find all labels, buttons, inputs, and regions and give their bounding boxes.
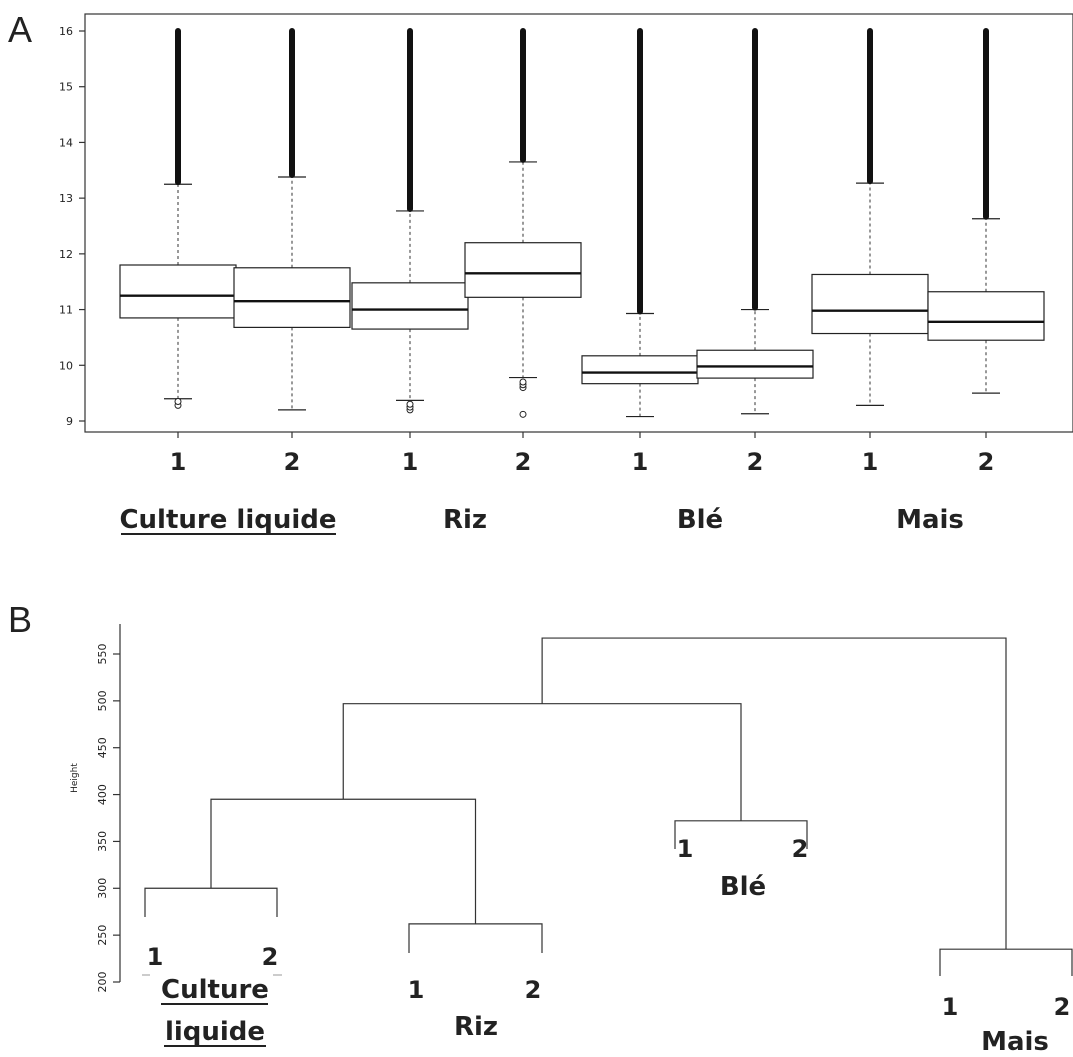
- x-tick-label-mais-2: 2: [978, 448, 995, 476]
- y-tick-label-15: 15: [59, 81, 73, 94]
- dendro-label-riz: Riz: [454, 1012, 498, 1042]
- x-tick-label-blé-1: 1: [632, 448, 649, 476]
- box-culture-liquide-2: [233, 267, 351, 328]
- box-mais-1: [811, 273, 929, 335]
- dendro-y-tick-label-450: 450: [96, 737, 109, 758]
- dendro-merge-root: [541, 637, 1007, 950]
- y-tick-label-16: 16: [59, 25, 73, 38]
- group-label-mais: Mais: [896, 505, 964, 535]
- x-tick-label-riz-1: 1: [402, 448, 419, 476]
- dendro-label-mais: Mais: [981, 1027, 1049, 1057]
- dendro-label-liquide: liquide: [165, 1017, 265, 1047]
- dendro-cluster-riz: [408, 923, 543, 953]
- dendro-y-tick-label-350: 350: [96, 831, 109, 852]
- leaf-label-riz-1: 1: [408, 976, 425, 1004]
- leaf-label-ble-1: 1: [677, 835, 694, 863]
- x-tick-label-mais-1: 1: [862, 448, 879, 476]
- leaf-label-riz-2: 2: [525, 976, 542, 1004]
- box-riz-2: [464, 242, 582, 298]
- y-tick-label-13: 13: [59, 192, 73, 205]
- boxplot-x-labels: 1 2 1 2 1 2 1 2: [170, 432, 995, 476]
- boxplot-y-axis: 9 10 11 12 13 14 15 16: [59, 25, 85, 428]
- leaf-label-mais-2: 2: [1054, 993, 1071, 1021]
- dendrogram-y-label: Height: [70, 763, 80, 793]
- y-tick-label-10: 10: [59, 359, 73, 372]
- dendro-merge-culture-riz: [210, 798, 477, 924]
- dendro-y-tick-label-500: 500: [96, 690, 109, 711]
- boxplot-boxes: [119, 28, 1045, 418]
- boxplot-frame: [84, 13, 1073, 433]
- group-label-riz: Riz: [443, 505, 487, 535]
- group-label-ble: Blé: [677, 505, 723, 535]
- x-tick-label-culture-liquide-1: 1: [170, 448, 187, 476]
- box-culture-liquide-1: [119, 264, 237, 319]
- dendro-label-culture: Culture: [161, 975, 269, 1005]
- box-blé-2: [696, 349, 814, 379]
- dendro-y-tick-label-250: 250: [96, 925, 109, 946]
- outlier-low-riz-1-2: [406, 400, 414, 408]
- box-riz-1: [351, 282, 469, 330]
- box-mais-2: [927, 291, 1045, 341]
- dendrogram-branches: [144, 637, 1073, 976]
- dendro-y-tick-label-200: 200: [96, 972, 109, 993]
- dendro-y-tick-label-400: 400: [96, 784, 109, 805]
- x-tick-label-culture-liquide-2: 2: [284, 448, 301, 476]
- x-tick-label-blé-2: 2: [747, 448, 764, 476]
- dendrogram-panel: 200 250 300 350 400 450 500 550 Height 1 2 Cult…: [70, 624, 1073, 1057]
- dendro-y-tick-label-300: 300: [96, 878, 109, 899]
- leaf-label-ble-2: 2: [792, 835, 809, 863]
- dendro-y-tick-label-550: 550: [96, 644, 109, 665]
- dendro-cluster-blé: [674, 820, 808, 849]
- dendro-cluster-culture-liquide: [144, 887, 278, 917]
- leaf-label-mais-1: 1: [942, 993, 959, 1021]
- dendrogram-y-axis: 200 250 300 350 400 450 500 550: [96, 644, 120, 993]
- panel-b-letter: B: [8, 599, 32, 640]
- y-tick-label-12: 12: [59, 248, 73, 261]
- x-tick-label-riz-2: 2: [515, 448, 532, 476]
- leaf-label-culture-1: 1: [147, 943, 164, 971]
- dendro-label-ble: Blé: [720, 872, 766, 902]
- dendro-cluster-mais: [939, 948, 1073, 976]
- box-blé-1: [581, 355, 699, 385]
- dendro-merge-with-ble: [342, 703, 742, 821]
- panel-a-letter: A: [8, 9, 32, 50]
- leaf-label-culture-2: 2: [262, 943, 279, 971]
- outlier-low-riz-2-0: [519, 410, 527, 418]
- y-tick-label-14: 14: [59, 136, 73, 149]
- y-tick-label-11: 11: [59, 304, 73, 317]
- outlier-low-culture-liquide-1-1: [174, 398, 182, 405]
- group-label-culture-liquide: Culture liquide: [119, 505, 336, 535]
- y-tick-label-9: 9: [66, 415, 73, 428]
- outlier-low-riz-2-3: [519, 378, 527, 386]
